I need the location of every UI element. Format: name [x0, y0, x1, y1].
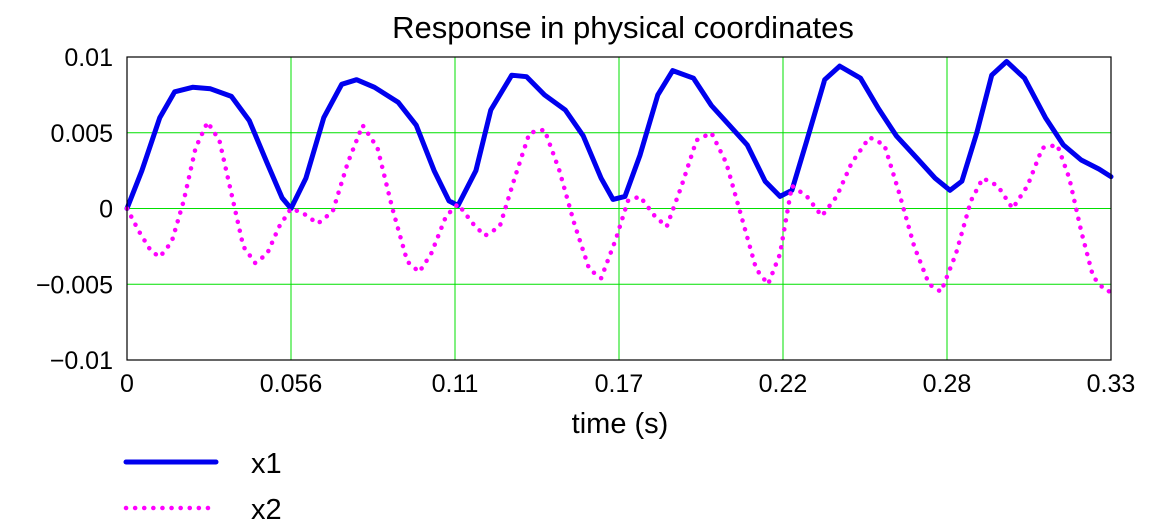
plot-frame [126, 56, 1112, 361]
chart-title: Response in physical coordinates [392, 10, 854, 45]
x-tick-label: 0.28 [923, 370, 972, 398]
x-tick-label: 0.17 [595, 370, 644, 398]
y-tick-label: −0.005 [36, 271, 113, 299]
x-tick-labels: 0 0.056 0.11 0.17 0.22 0.28 0.33 [120, 370, 1135, 398]
legend-label: x1 [251, 448, 282, 480]
series-layer [124, 59, 1114, 295]
y-tick-label: 0.01 [64, 44, 113, 72]
series-line-x2 [124, 119, 1114, 295]
x-axis-label: time (s) [572, 408, 669, 440]
y-tick-label: 0.005 [50, 120, 113, 148]
x-tick-label: 0.22 [759, 370, 808, 398]
x-tick-label: 0 [120, 370, 134, 398]
grid [126, 56, 1112, 361]
y-tick-label: 0 [99, 196, 113, 224]
x-tick-label: 0.056 [260, 370, 323, 398]
legend-label: x2 [251, 494, 282, 525]
x-tick-label: 0.33 [1087, 370, 1136, 398]
series-line-x1 [124, 59, 1114, 211]
y-tick-label: −0.01 [50, 347, 113, 375]
y-tick-labels: 0.01 0.005 0 −0.005 −0.01 [36, 44, 113, 375]
x-tick-label: 0.11 [432, 370, 479, 398]
